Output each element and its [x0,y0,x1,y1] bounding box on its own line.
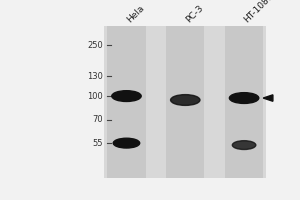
Text: 70: 70 [92,115,103,124]
Text: 55: 55 [92,139,103,148]
Bar [104,26,266,178]
Ellipse shape [232,141,256,149]
Text: Hela: Hela [125,4,146,25]
Ellipse shape [171,95,200,105]
Text: 100: 100 [87,92,103,101]
Text: HT-1080: HT-1080 [243,0,275,25]
Text: PC-3: PC-3 [184,4,205,25]
Bar [225,26,263,178]
Ellipse shape [230,93,259,103]
Ellipse shape [112,91,141,101]
Bar [107,26,146,178]
Text: 250: 250 [87,41,103,50]
Text: 130: 130 [87,72,103,81]
Ellipse shape [113,138,140,148]
Polygon shape [263,95,273,101]
Bar [166,26,204,178]
